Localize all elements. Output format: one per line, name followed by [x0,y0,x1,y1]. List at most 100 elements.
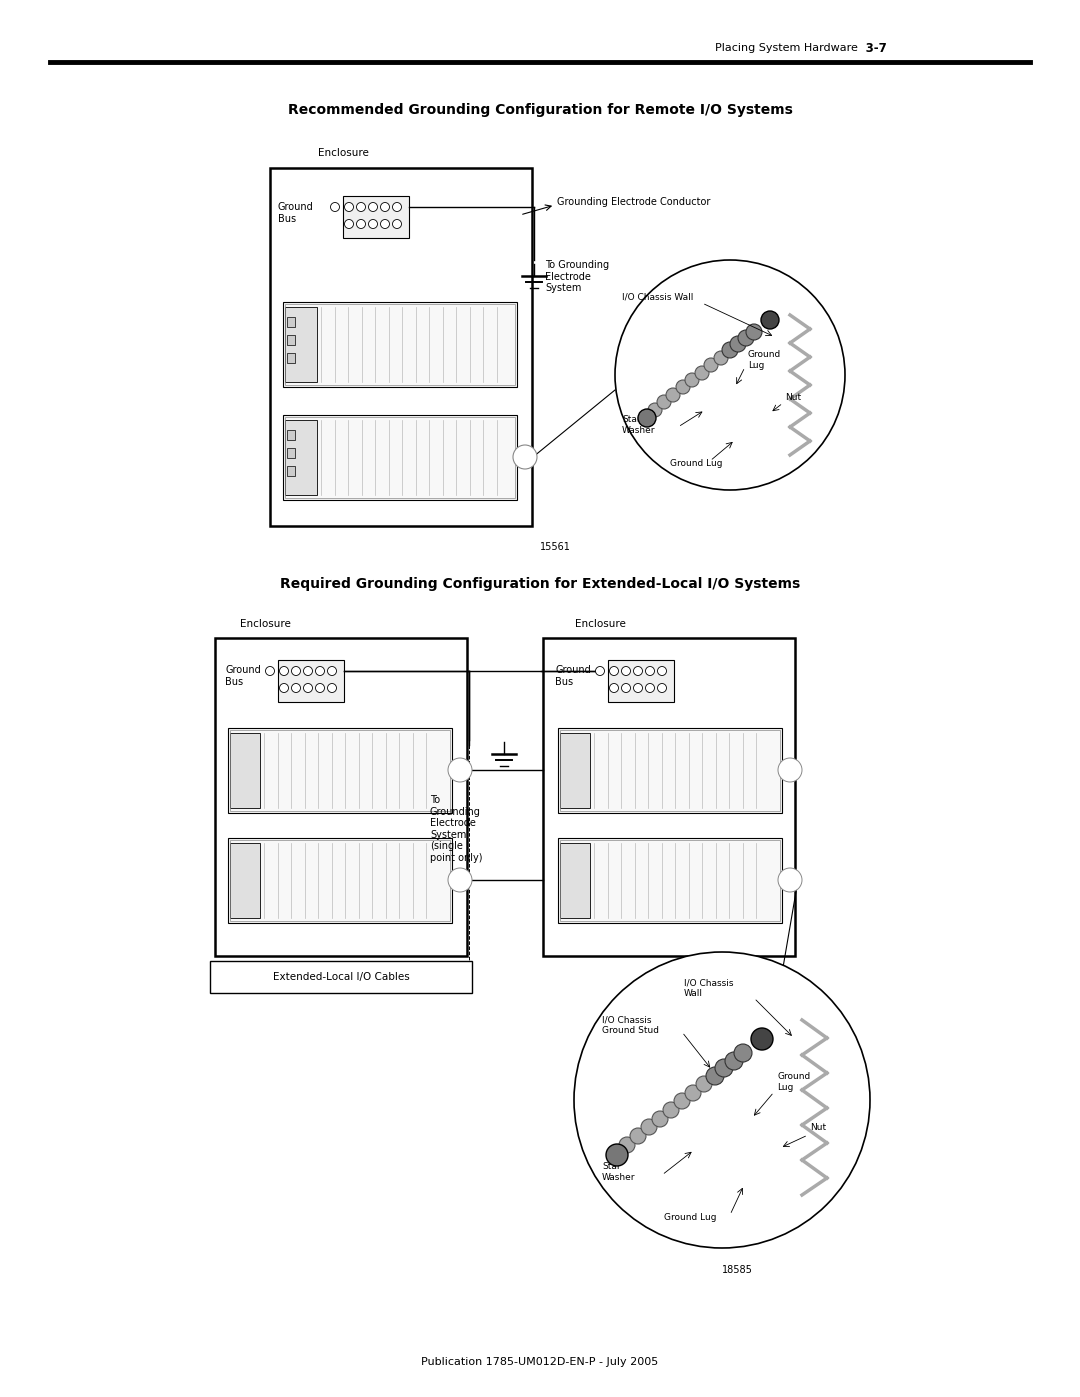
Circle shape [657,395,671,409]
Circle shape [615,260,845,490]
Bar [230,733,260,807]
Text: Enclosure: Enclosure [318,148,369,158]
Circle shape [315,683,324,693]
Circle shape [292,683,300,693]
Circle shape [663,1102,679,1118]
Text: Required Grounding Configuration for Extended-Local I/O Systems: Required Grounding Configuration for Ext… [280,577,800,591]
Circle shape [280,666,288,676]
Circle shape [303,666,312,676]
Text: 3-7: 3-7 [845,42,887,54]
Circle shape [685,373,699,387]
Circle shape [648,402,662,416]
Circle shape [704,358,718,372]
Circle shape [356,203,365,211]
Circle shape [646,683,654,693]
Circle shape [292,666,300,676]
Circle shape [638,409,656,427]
Circle shape [303,683,312,693]
Circle shape [646,666,654,676]
Bar [561,840,780,921]
Text: Nut: Nut [785,393,801,401]
Bar [287,430,295,440]
Circle shape [751,1028,773,1051]
Bar [285,307,318,381]
Text: Publication 1785-UM012D-EN-P - July 2005: Publication 1785-UM012D-EN-P - July 2005 [421,1356,659,1368]
Circle shape [315,666,324,676]
Text: Ground Lug: Ground Lug [670,458,723,468]
Text: Ground
Lug: Ground Lug [748,351,781,370]
Circle shape [634,683,643,693]
Circle shape [448,868,472,893]
Circle shape [619,1137,635,1153]
Text: Extended-Local I/O Cables: Extended-Local I/O Cables [272,972,409,982]
Circle shape [676,380,690,394]
Circle shape [761,312,779,330]
Text: I/O Chassis
Wall: I/O Chassis Wall [684,978,733,997]
Bar [285,420,318,495]
Bar [230,842,260,918]
Text: I/O Chassis
Ground Stud: I/O Chassis Ground Stud [602,1016,659,1035]
Text: Recommended Grounding Configuration for Remote I/O Systems: Recommended Grounding Configuration for … [287,103,793,117]
Circle shape [723,342,738,358]
Text: Placing System Hardware: Placing System Hardware [715,43,858,53]
Circle shape [734,1044,752,1062]
Circle shape [706,1067,724,1085]
Bar [561,731,780,812]
Bar [278,659,345,703]
Circle shape [513,446,537,469]
Bar [608,659,674,703]
Circle shape [380,203,390,211]
Bar [228,728,453,813]
Bar [285,305,515,386]
Text: To Grounding
Electrode
System: To Grounding Electrode System [545,260,609,293]
Circle shape [634,666,643,676]
Text: Ground
Bus: Ground Bus [555,665,591,687]
Circle shape [327,683,337,693]
Circle shape [595,666,605,676]
Circle shape [778,759,802,782]
Circle shape [330,203,339,211]
Circle shape [746,324,762,339]
Circle shape [666,388,680,402]
Circle shape [652,1111,669,1127]
Circle shape [696,1076,712,1092]
Bar [287,353,295,363]
Bar [287,317,295,327]
Circle shape [738,330,754,346]
Circle shape [368,203,378,211]
Bar [285,416,515,497]
Bar [287,335,295,345]
Bar [561,733,590,807]
Bar [558,728,782,813]
Circle shape [392,203,402,211]
Circle shape [715,1059,733,1077]
Bar [283,302,517,387]
Text: Star
Washer: Star Washer [602,1162,635,1182]
Bar [230,731,450,812]
Circle shape [606,1144,627,1166]
Circle shape [725,1052,743,1070]
Text: Ground Lug: Ground Lug [664,1214,716,1222]
Text: Grounding Electrode Conductor: Grounding Electrode Conductor [557,197,711,207]
Bar [561,842,590,918]
Circle shape [685,1085,701,1101]
Circle shape [280,683,288,693]
Circle shape [448,759,472,782]
Circle shape [621,683,631,693]
Text: Ground
Bus: Ground Bus [278,203,314,224]
Bar [287,448,295,458]
Bar [543,638,795,956]
Circle shape [609,683,619,693]
Circle shape [573,951,870,1248]
Circle shape [621,666,631,676]
Circle shape [658,666,666,676]
Text: 15561: 15561 [540,542,571,552]
Text: I/O Chassis Wall: I/O Chassis Wall [622,292,693,302]
Circle shape [345,203,353,211]
Bar [210,961,472,993]
Circle shape [266,666,274,676]
Text: Enclosure: Enclosure [575,619,626,629]
Bar [215,638,467,956]
Circle shape [696,366,708,380]
Circle shape [327,666,337,676]
